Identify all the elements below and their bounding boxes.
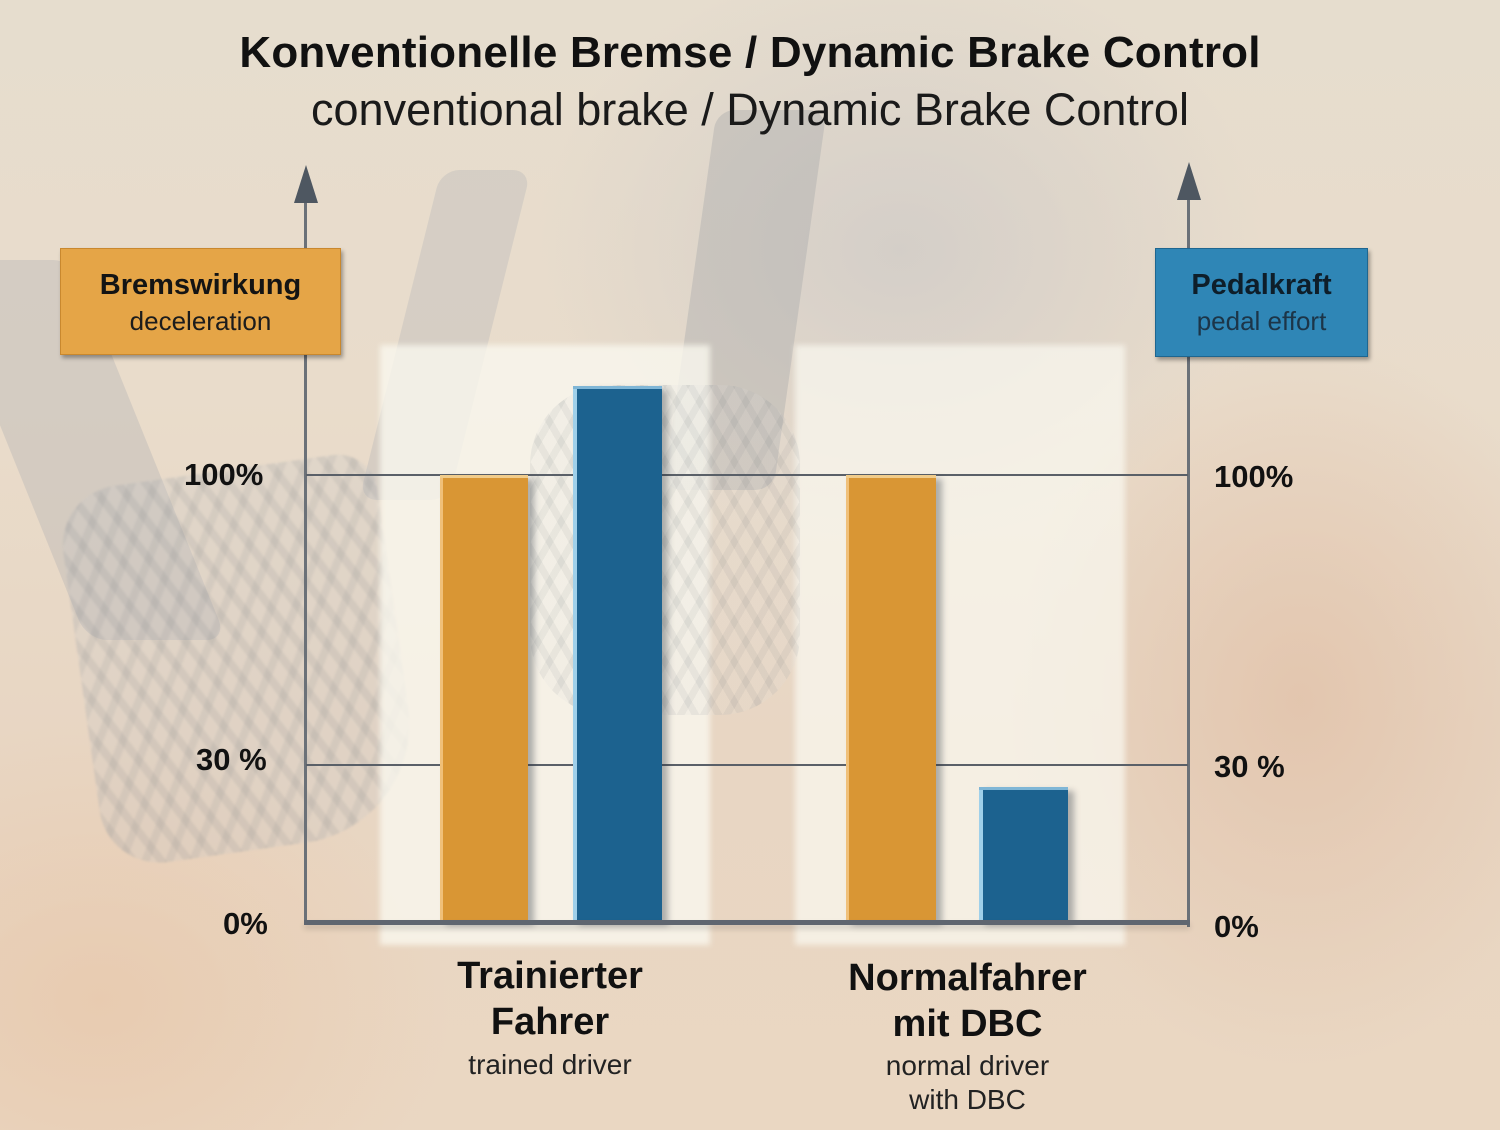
background-pedal-pad (530, 385, 800, 715)
category-label-de: mit DBC (892, 1003, 1043, 1045)
right-axis-title: Pedalkraft (1191, 269, 1332, 301)
category-label-en: trained driver (468, 1049, 632, 1080)
left-axis-label-box: Bremswirkung deceleration (60, 248, 341, 355)
category-label-de: Trainierter (457, 955, 643, 997)
chart-title: Konventionelle Bremse / Dynamic Brake Co… (239, 28, 1261, 77)
arrow-up-icon (1177, 162, 1201, 200)
background-pedal-arm (358, 170, 532, 500)
background-pedal-pad (55, 449, 425, 871)
chart-subtitle: conventional brake / Dynamic Brake Contr… (311, 84, 1189, 135)
left-y-axis (304, 178, 307, 924)
x-axis-baseline (304, 920, 1190, 925)
right-y-axis (1187, 175, 1190, 927)
gridline-100 (306, 474, 1188, 476)
left-axis-title: Bremswirkung (99, 269, 302, 301)
left-tick-30: 30 % (196, 742, 267, 777)
category-label-normal-driver-dbc: Normalfahrer mit DBC normal driver with … (800, 955, 1135, 1117)
right-tick-0: 0% (1214, 909, 1259, 944)
right-tick-30: 30 % (1214, 749, 1285, 784)
background-pedal-arm (663, 110, 827, 490)
left-axis-subtitle: deceleration (129, 306, 272, 336)
arrow-up-icon (294, 165, 318, 203)
right-axis-label-box: Pedalkraft pedal effort (1155, 248, 1368, 357)
bar-pedal-effort-trained-driver (573, 385, 662, 921)
bar-pedal-effort-normal-driver-dbc (979, 787, 1068, 921)
bar-deceleration-normal-driver-dbc (846, 475, 936, 921)
background-highlight-panel (795, 345, 1125, 945)
left-tick-100: 100% (184, 457, 264, 492)
left-tick-0: 0% (223, 906, 268, 941)
right-tick-100: 100% (1214, 459, 1294, 494)
category-label-de: Normalfahrer (848, 957, 1087, 999)
gridline-30 (306, 764, 1188, 766)
category-label-en: with DBC (909, 1084, 1026, 1115)
category-label-de: Fahrer (490, 1001, 610, 1043)
category-label-en: normal driver (885, 1050, 1050, 1081)
category-label-trained-driver: Trainierter Fahrer trained driver (400, 953, 700, 1083)
bar-deceleration-trained-driver (440, 475, 528, 921)
right-axis-subtitle: pedal effort (1196, 306, 1327, 336)
